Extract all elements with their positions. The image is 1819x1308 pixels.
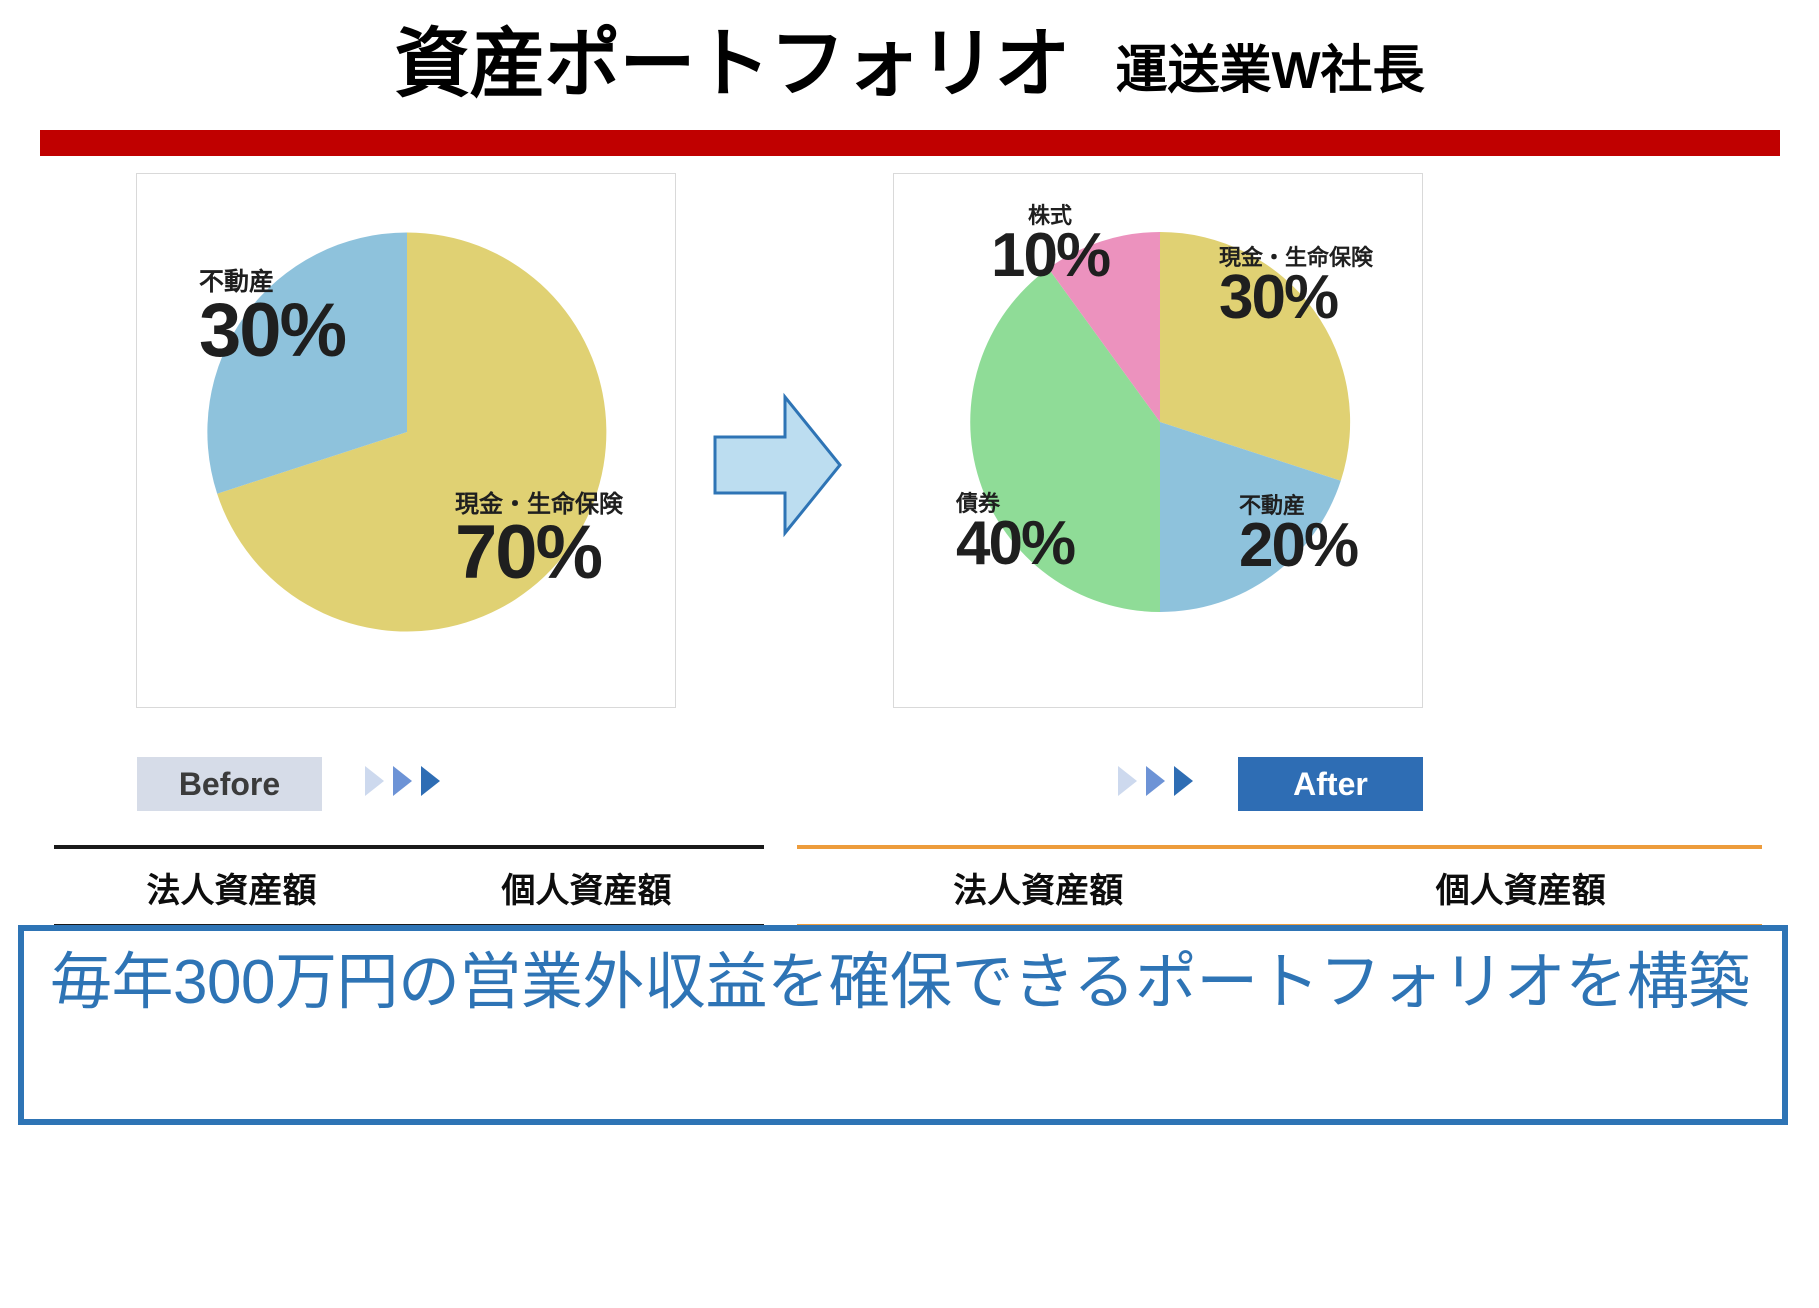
after-label-cash: 現金・生命保険 30% (1219, 245, 1374, 333)
before-label-cash-category: 現金・生命保険 (455, 491, 623, 518)
arrow-2-icon (1146, 766, 1165, 796)
pie-slice-bond (970, 268, 1160, 612)
arrow-3-icon (421, 766, 440, 796)
pie-slice-cash (217, 232, 607, 632)
before-pie-chart (197, 222, 617, 642)
after-label-realestate: 不動産 20% (1239, 493, 1359, 581)
after-label-stock: 株式 10% (991, 203, 1111, 291)
transition-arrow-icon (713, 392, 842, 538)
arrow-1-icon (1118, 766, 1137, 796)
after-pie-svg (970, 231, 1351, 612)
summary-callout-box: 毎年300万円の営業外収益を確保できるポートフォリオを構築 (18, 925, 1788, 1125)
table-header-personal: 個人資産額 (1435, 872, 1606, 910)
page-title-main: 資産ポートフォリオ (394, 22, 1070, 107)
before-progress-arrows-icon (365, 766, 440, 796)
after-label-cash-category: 現金・生命保険 (1219, 245, 1374, 270)
after-label-realestate-value: 20% (1239, 511, 1359, 581)
before-tag: Before (137, 757, 322, 811)
before-chart-panel: 不動産 30% 現金・生命保険 70% (136, 173, 676, 708)
arrow-1-icon (365, 766, 384, 796)
table-top-rule (797, 845, 1762, 849)
table-header-personal: 個人資産額 (501, 872, 672, 910)
page-title-subtitle: 運送業W社長 (1115, 42, 1425, 100)
table-header-row: 法人資産額 個人資産額 (797, 849, 1762, 924)
after-chart-panel: 株式 10% 現金・生命保険 30% 不動産 20% 債券 40% (893, 173, 1423, 708)
before-label-realestate: 不動産 30% (199, 268, 347, 374)
table-header-row: 法人資産額 個人資産額 (54, 849, 764, 924)
arrow-2-icon (393, 766, 412, 796)
after-label-bond-value: 40% (956, 509, 1076, 579)
after-label-realestate-category: 不動産 (1239, 493, 1306, 518)
before-label-realestate-value: 30% (199, 288, 347, 374)
before-label-cash: 現金・生命保険 70% (455, 491, 623, 596)
title-red-rule (40, 130, 1780, 156)
page-title: 資産ポートフォリオ 運送業W社長 (0, 10, 1819, 120)
table-header-corporate: 法人資産額 (146, 872, 317, 910)
after-progress-arrows-icon (1118, 766, 1193, 796)
after-label-cash-value: 30% (1219, 263, 1339, 333)
summary-callout-text: 毎年300万円の営業外収益を確保できるポートフォリオを構築 (50, 948, 1750, 1017)
before-label-realestate-category: 不動産 (199, 268, 275, 296)
after-label-bond-category: 債券 (956, 491, 1001, 516)
arrow-3-icon (1174, 766, 1193, 796)
table-top-rule (54, 845, 764, 849)
pie-slice-realestate (1160, 422, 1341, 612)
after-label-bond: 債券 40% (956, 491, 1076, 579)
pie-slice-realestate (207, 232, 407, 494)
after-tag: After (1238, 757, 1423, 811)
after-label-stock-category: 株式 (1028, 203, 1073, 228)
before-pie-svg (207, 232, 607, 632)
before-label-cash-value: 70% (455, 510, 603, 596)
after-pie-chart (960, 222, 1360, 622)
pie-slice-stock (1048, 232, 1160, 422)
pie-slice-cash (1160, 231, 1351, 481)
table-header-corporate: 法人資産額 (953, 872, 1124, 910)
after-label-stock-value: 10% (991, 221, 1111, 291)
